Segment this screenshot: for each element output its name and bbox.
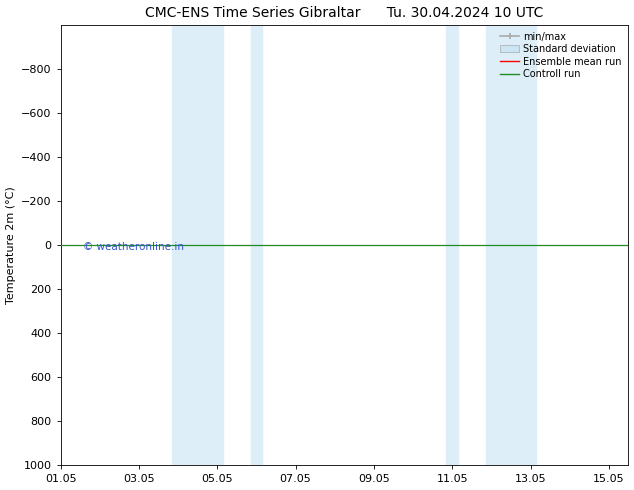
Y-axis label: Temperature 2m (°C): Temperature 2m (°C): [6, 186, 16, 304]
Title: CMC-ENS Time Series Gibraltar      Tu. 30.04.2024 10 UTC: CMC-ENS Time Series Gibraltar Tu. 30.04.…: [145, 5, 544, 20]
Text: © weatheronline.in: © weatheronline.in: [83, 243, 184, 252]
Bar: [446, 25, 458, 465]
Bar: [172, 25, 223, 465]
Bar: [486, 25, 536, 465]
Bar: [250, 25, 262, 465]
Legend: min/max, Standard deviation, Ensemble mean run, Controll run: min/max, Standard deviation, Ensemble me…: [498, 30, 624, 81]
